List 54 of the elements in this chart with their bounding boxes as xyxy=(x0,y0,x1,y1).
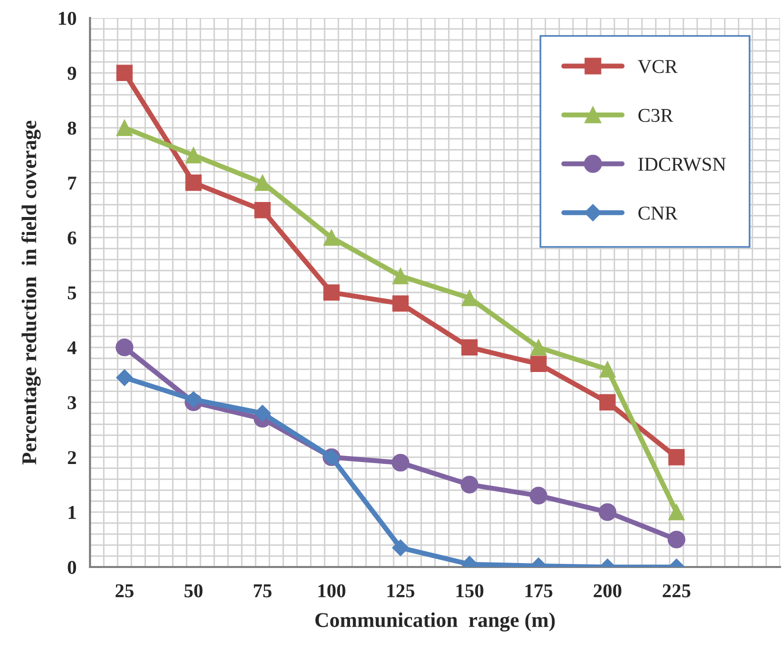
point xyxy=(254,404,271,422)
legend-label: CNR xyxy=(638,206,678,220)
legend-label: C3R xyxy=(638,108,674,122)
point xyxy=(392,295,409,312)
y-axis-title: Percentage reduction in field coverage xyxy=(21,120,41,464)
point xyxy=(530,486,548,504)
legend-label: VCR xyxy=(638,60,678,74)
y-tick-label: 8 xyxy=(68,122,76,135)
point xyxy=(461,290,478,306)
point xyxy=(392,454,410,472)
x-tick-label: 125 xyxy=(387,584,414,598)
point xyxy=(116,369,133,386)
point xyxy=(599,361,616,378)
point xyxy=(598,503,616,521)
y-tick-label: 5 xyxy=(68,286,76,300)
y-tick-label: 10 xyxy=(58,12,76,25)
y-tick-label: 0 xyxy=(68,560,76,574)
point xyxy=(392,268,409,284)
y-tick-label: 4 xyxy=(67,341,76,354)
point xyxy=(461,339,478,356)
y-tick-label: 9 xyxy=(68,66,76,80)
x-tick-label: 75 xyxy=(254,584,272,598)
point xyxy=(116,338,134,356)
y-tick-label: 7 xyxy=(68,176,76,190)
x-tick-label: 175 xyxy=(525,584,552,598)
point xyxy=(323,284,340,301)
x-axis-title: Communication range (m) xyxy=(315,612,555,632)
x-tick-label: 50 xyxy=(184,584,202,598)
legend-label: IDCRWSN xyxy=(638,158,726,171)
point xyxy=(460,476,478,494)
point xyxy=(599,394,616,410)
point xyxy=(254,202,271,218)
point xyxy=(668,530,686,548)
point xyxy=(185,174,202,191)
x-tick-label: 25 xyxy=(116,584,134,598)
point xyxy=(116,120,133,136)
point xyxy=(530,339,547,356)
x-tick-label: 150 xyxy=(456,584,484,598)
y-tick-label: 6 xyxy=(68,231,76,245)
point xyxy=(530,356,547,372)
point xyxy=(668,504,685,520)
y-tick-label: 3 xyxy=(68,396,76,410)
point xyxy=(116,64,133,82)
y-tick-label: 1 xyxy=(68,506,76,519)
x-tick-label: 225 xyxy=(662,584,690,598)
point xyxy=(185,147,202,164)
point xyxy=(323,229,340,246)
x-tick-label: 100 xyxy=(318,584,346,598)
point xyxy=(668,449,685,466)
point xyxy=(254,174,271,191)
point xyxy=(392,539,409,556)
x-tick-label: 200 xyxy=(594,584,622,598)
y-tick-label: 2 xyxy=(68,451,76,464)
point xyxy=(185,391,202,408)
